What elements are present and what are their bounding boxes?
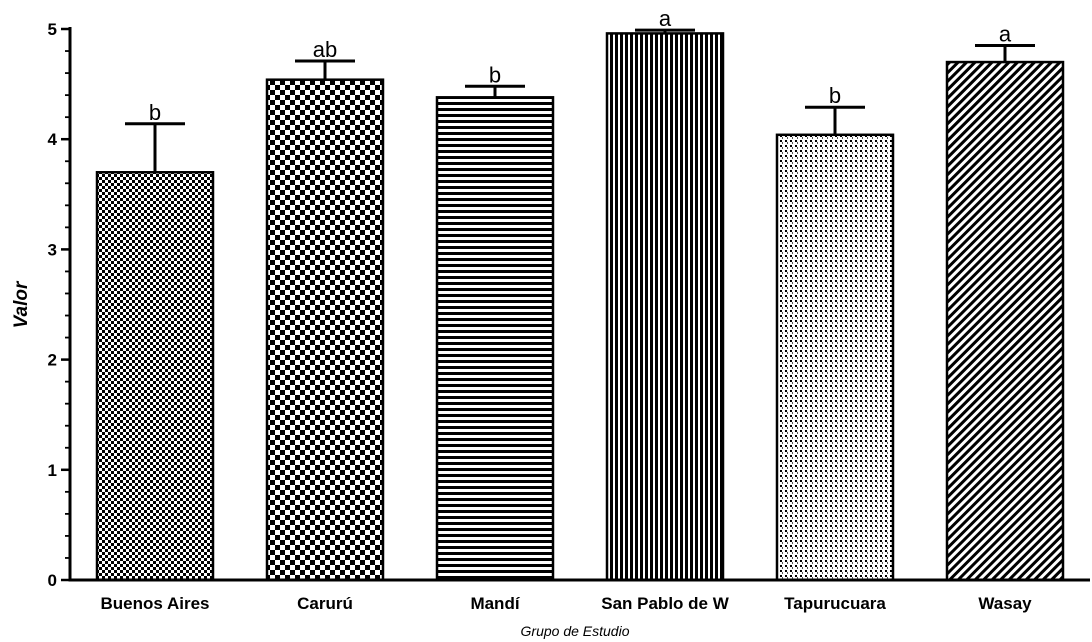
bar: [775, 133, 895, 582]
category-label: Carurú: [297, 594, 353, 613]
error-bars: [125, 28, 1035, 173]
y-tick-label: 2: [48, 351, 57, 370]
category-label: Mandí: [470, 594, 520, 613]
y-tick-label: 0: [48, 571, 57, 590]
y-tick-label: 1: [48, 461, 57, 480]
significance-label: ab: [313, 37, 337, 62]
bar: [265, 78, 385, 582]
significance-label: b: [489, 62, 501, 87]
category-label: Tapurucuara: [784, 594, 886, 613]
significance-label: b: [149, 100, 161, 125]
category-label: Wasay: [978, 594, 1032, 613]
significance-label: a: [659, 6, 672, 31]
bar: [95, 171, 215, 582]
y-tick-label: 5: [48, 20, 57, 39]
y-axis-ticks: 0 1 2 3 4 5: [48, 20, 70, 590]
bar: [945, 60, 1065, 582]
x-axis-categories: Buenos Aires Carurú Mandí San Pablo de W Tap…: [101, 594, 1033, 613]
category-label: Buenos Aires: [101, 594, 210, 613]
y-tick-label: 3: [48, 240, 57, 259]
y-axis-title: Valor: [11, 280, 32, 328]
bar: [435, 96, 555, 582]
significance-label: a: [999, 22, 1012, 47]
significance-label: b: [829, 83, 841, 108]
category-label: San Pablo de W: [601, 594, 729, 613]
bar: [605, 32, 725, 582]
bars: [95, 32, 1065, 582]
y-tick-label: 4: [48, 130, 58, 149]
x-axis-title: Grupo de Estudio: [521, 623, 630, 639]
